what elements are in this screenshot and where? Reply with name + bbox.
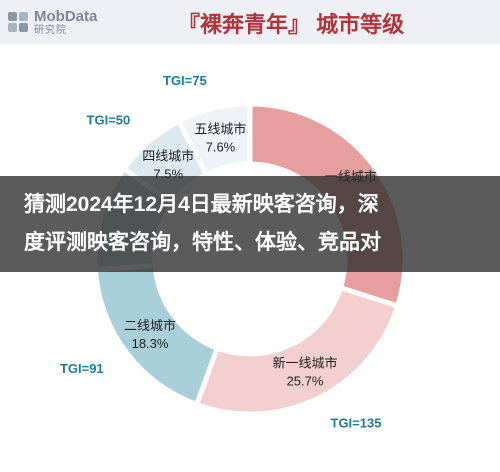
tgi-label-4: TGI=50 xyxy=(87,113,131,128)
donut-slice-5 xyxy=(175,101,253,178)
slice-label-pct-3: 25.7% xyxy=(287,373,324,388)
mobdata-logo: MobData 研究院 xyxy=(8,6,97,38)
slice-label-name-1: 四线城市 xyxy=(142,148,194,163)
slice-label-pct-2: 18.3% xyxy=(132,336,169,351)
slice-label-name-3: 新一线城市 xyxy=(272,355,337,370)
tgi-label-5: TGI=75 xyxy=(163,73,207,88)
donut-slice-1 xyxy=(193,284,401,417)
slice-label-pct-0: 7.6% xyxy=(206,140,236,155)
overlay-title-line-2: 度评测映客咨询，特性、体验、竞品对 xyxy=(24,231,381,254)
tgi-label-1: TGI=135 xyxy=(331,415,382,430)
donut-slice-2 xyxy=(92,262,221,408)
report-title: 『裸奔青年』 城市等级 xyxy=(178,12,405,37)
tgi-label-2: TGI=91 xyxy=(60,361,104,376)
logo-name: MobData xyxy=(34,7,98,25)
logo-grid-icon xyxy=(8,12,28,32)
donut-labels: 五线城市7.6%四线城市7.5%二线城市18.3%新一线城市25.7%一线城市T… xyxy=(60,73,382,430)
logo-subtitle: 研究院 xyxy=(34,24,67,36)
article-title-overlay[interactable]: 猜测2024年12月4日最新映客咨询，深 度评测映客咨询，特性、体验、竞品对 xyxy=(0,176,500,272)
report-header: MobData 研究院 『裸奔青年』 城市等级 xyxy=(0,0,500,44)
slice-label-name-2: 二线城市 xyxy=(124,318,176,333)
overlay-title-line-1: 猜测2024年12月4日最新映客咨询，深 xyxy=(24,193,379,216)
slice-label-name-0: 五线城市 xyxy=(194,122,246,137)
